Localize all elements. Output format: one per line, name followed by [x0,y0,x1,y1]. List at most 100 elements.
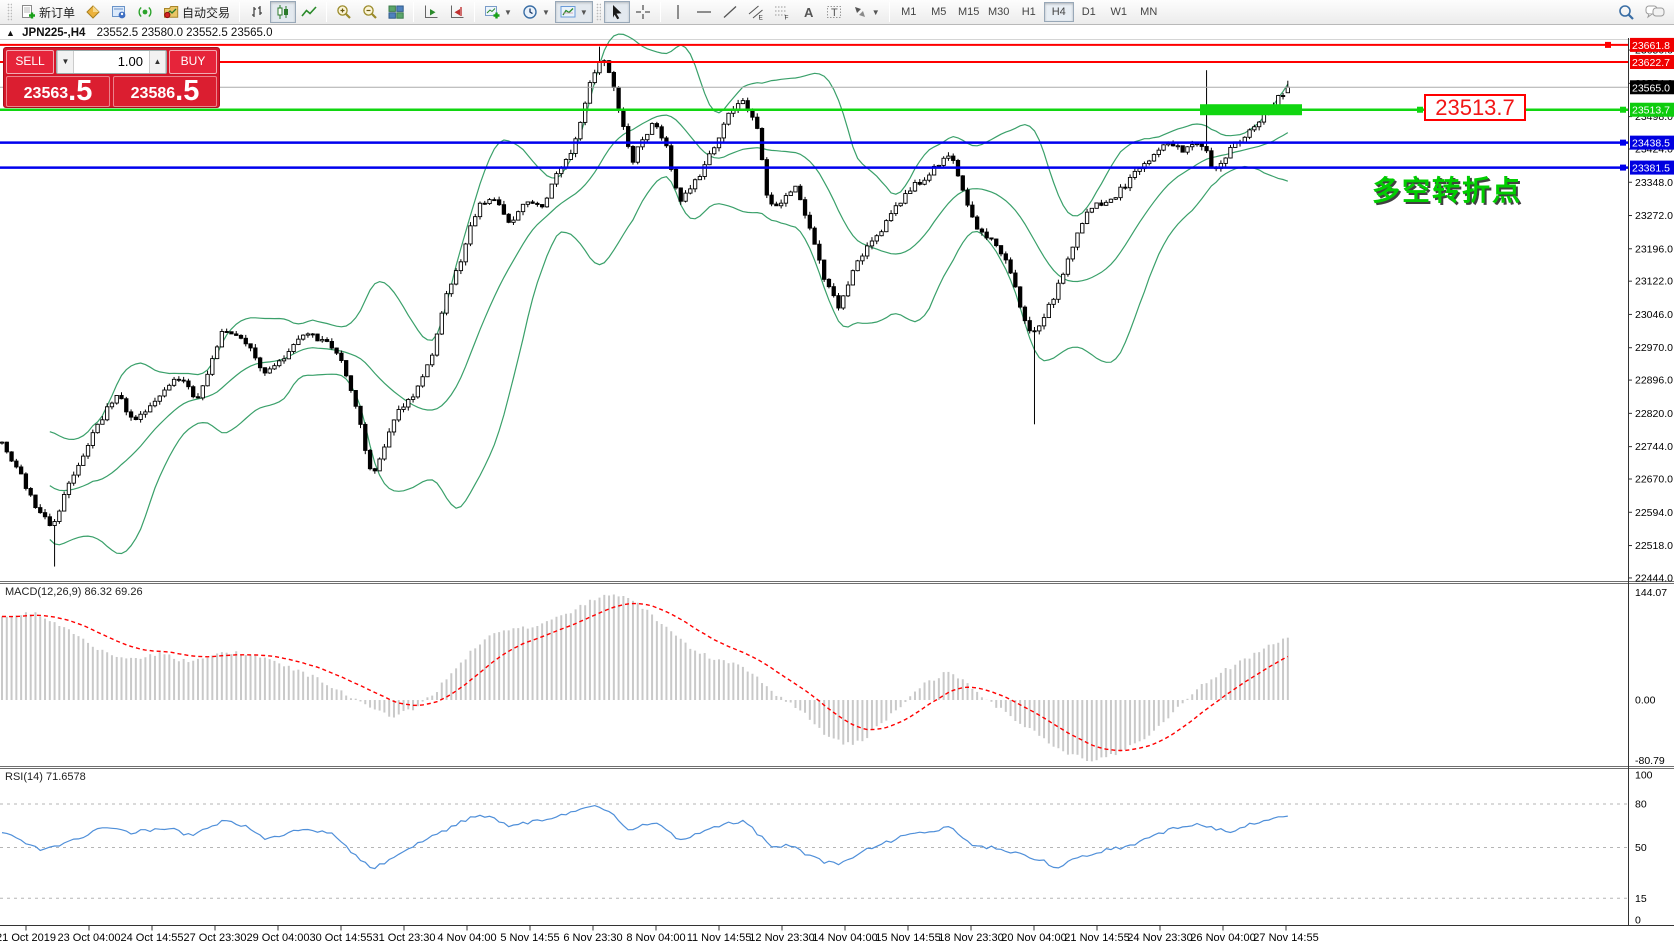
trendline-icon [723,6,737,18]
auto-scroll-button[interactable] [418,1,444,23]
equidistant-channel-tool[interactable]: E [743,1,769,23]
chat-button[interactable] [1640,1,1670,23]
templates-button[interactable]: ▼ [554,1,593,23]
volume-decrease-button[interactable]: ▼ [57,51,74,73]
line-anchor[interactable] [1620,106,1626,113]
time-tick-label: 30 Oct 14:55 [310,932,373,944]
market-watch-button[interactable] [80,1,106,23]
toolbar-separator [239,2,241,22]
svg-text:50: 50 [1635,842,1647,854]
horizontal-line-tool[interactable] [691,1,717,23]
highlight-zone[interactable] [1200,104,1302,116]
macd-panel [1,594,1289,762]
new-chart-button[interactable]: ▼ [479,1,517,23]
timeframe-button-H4[interactable]: H4 [1043,2,1074,22]
text-label-icon: T [826,6,841,19]
timeframe-button-M5[interactable]: M5 [931,6,947,18]
arrows-tool[interactable]: ▼ [847,1,885,23]
timeframe-button-W1[interactable]: W1 [1110,6,1127,18]
sell-price[interactable]: 23563.5 [6,76,110,107]
new-order-icon [22,5,35,19]
price-level-callout[interactable]: 23513.7 [1424,94,1526,121]
toolbar-grip[interactable] [7,3,12,21]
toolbar-grip[interactable] [595,3,601,21]
time-tick-label: 26 Nov 04:00 [1190,932,1255,944]
time-tick-label: 6 Nov 23:30 [563,932,622,944]
price-scale-badge: 23381.5 [1630,160,1674,175]
fibonacci-tool[interactable]: F [769,1,795,23]
chart-shift-icon [451,5,464,18]
price-tick-label: 22744.0 [1635,441,1673,453]
chinese-annotation[interactable]: 多空转折点 [1372,175,1523,206]
zoom-out-button[interactable] [357,1,383,23]
search-button[interactable] [1613,1,1640,23]
buy-price-frac: .5 [175,75,200,107]
price-tick-label: 22594.0 [1635,507,1673,519]
zoom-in-button[interactable] [331,1,357,23]
text-label-tool[interactable]: T [821,1,847,23]
timeframe-button-D1[interactable]: D1 [1081,6,1096,18]
timeframe-button-H1[interactable]: H1 [1021,6,1036,18]
price-scale-badge: 23513.7 [1630,102,1674,117]
horizontal-line-support-2[interactable] [0,164,1628,171]
price-scale[interactable]: 23650.023574.023498.023424.023348.023272… [1628,37,1674,927]
chart-shift-button[interactable] [444,1,470,23]
line-anchor[interactable] [1620,164,1626,171]
svg-text:0.00: 0.00 [1635,695,1656,707]
price-scale-badge: 23622.7 [1630,55,1674,69]
svg-text:23661.8: 23661.8 [1632,40,1670,52]
line-chart-mode-button[interactable] [296,1,322,23]
buy-button[interactable]: BUY [169,50,217,74]
crosshair-icon [635,5,650,19]
cursor-tool-button[interactable] [603,1,630,23]
bollinger-band-line [49,165,1289,555]
tile-windows-button[interactable] [383,1,409,23]
text-tool[interactable]: A [795,1,821,23]
one-click-collapse-toggle[interactable]: ▲ [6,28,15,38]
line-anchor[interactable] [1620,139,1626,146]
line-anchor[interactable] [1605,41,1611,48]
horizontal-line-support-1[interactable] [0,139,1628,146]
buy-price[interactable]: 23586.5 [113,76,217,107]
timeframe-button-M1[interactable]: M1 [901,6,917,18]
vertical-line-tool[interactable] [665,1,691,23]
bar-chart-icon [252,6,263,17]
volume-increase-button[interactable]: ▲ [149,51,166,73]
label-anchor[interactable] [1417,106,1423,113]
new-order-button[interactable]: 新订单 [15,1,80,23]
horizontal-line-resistance-1[interactable] [0,41,1628,48]
sell-price-int: 23563 [23,85,69,102]
sell-price-frac: .5 [68,75,93,107]
auto-scroll-icon [425,5,438,18]
timeframe-button-M30[interactable]: M30 [988,6,1010,18]
svg-text:80: 80 [1635,798,1647,810]
time-tick-label: 27 Nov 14:55 [1253,932,1318,944]
vertical-line-icon [677,5,679,19]
timeframe-button-M15[interactable]: M15 [958,6,980,18]
trendline-tool[interactable] [717,1,743,23]
timeframe-button-MN[interactable]: MN [1140,6,1158,18]
time-tick-label: 12 Nov 23:30 [749,932,814,944]
horizontal-line-pivot-level[interactable] [0,104,1628,116]
svg-text:E: E [758,15,763,21]
sell-button[interactable]: SELL [6,50,54,74]
signals-icon [138,6,152,18]
auto-trading-button[interactable]: 自动交易 [158,1,235,23]
volume-input[interactable]: 1.00 [117,54,143,69]
signals-button[interactable] [132,1,158,23]
time-scale[interactable]: 21 Oct 2019 23 Oct 04:00 24 Oct 14:55 27 Oc… [0,925,1319,945]
time-tick-label: 15 Nov 14:55 [875,932,940,944]
time-tick-label: 11 Nov 14:55 [687,932,752,944]
price-scale-badge: 23565.0 [1630,80,1674,95]
dropdown-caret: ▼ [579,7,588,17]
candlestick-mode-button[interactable] [270,1,297,23]
crosshair-tool-button[interactable] [630,1,656,23]
bar-chart-mode-button[interactable] [244,1,270,23]
periods-button[interactable]: ▼ [517,1,555,23]
data-window-button[interactable] [106,1,132,23]
auto-trading-icon [164,6,179,19]
svg-text:15: 15 [1635,893,1647,905]
tile-windows-icon [388,5,404,19]
price-scale-badge: 23661.8 [1630,37,1674,52]
